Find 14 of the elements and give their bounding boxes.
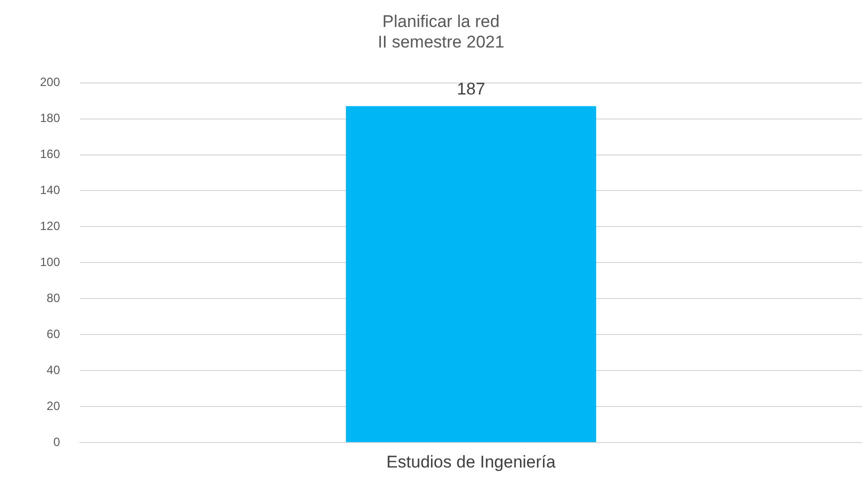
x-tick-label: Estudios de Ingeniería (386, 452, 556, 472)
y-tick-label: 100 (40, 255, 60, 270)
y-tick-label: 0 (53, 434, 60, 449)
chart-title: Planificar la red II semestre 2021 (378, 12, 504, 52)
y-tick-label: 80 (46, 290, 60, 305)
y-tick-label: 160 (40, 147, 60, 162)
data-label: 187 (456, 79, 486, 98)
y-tick-label: 120 (40, 219, 60, 234)
y-tick-label: 200 (40, 75, 60, 90)
y-tick-label: 60 (46, 326, 60, 341)
y-tick-label: 40 (46, 362, 60, 377)
y-tick-label: 180 (40, 111, 60, 126)
y-tick-label: 140 (40, 183, 60, 198)
y-tick-label: 20 (46, 398, 60, 413)
